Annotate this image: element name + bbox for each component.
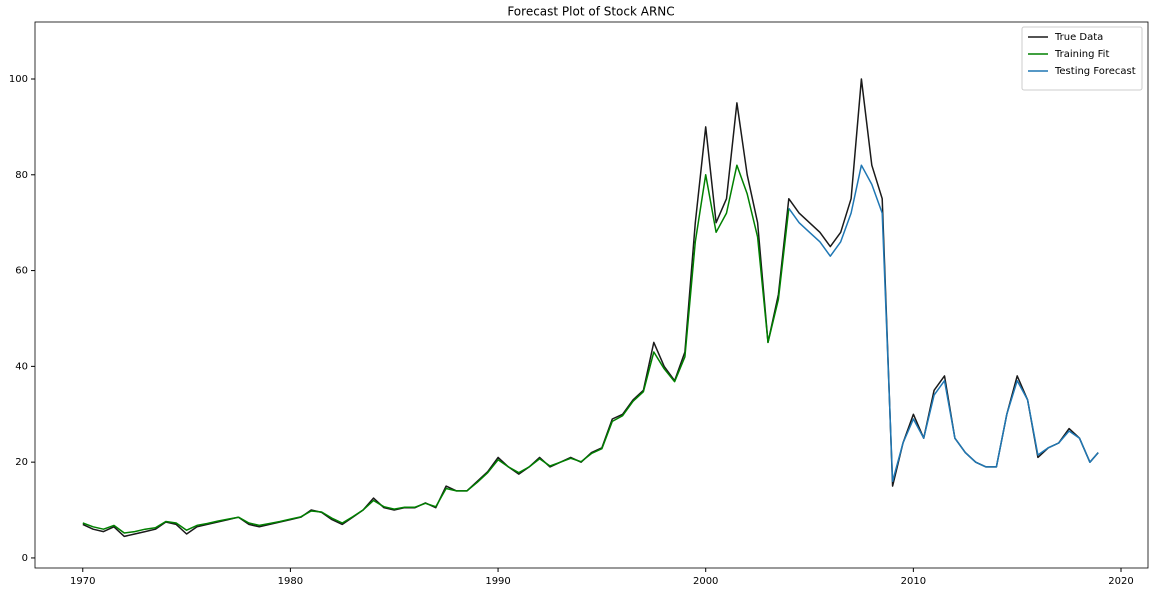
y-tick-label: 60	[15, 266, 28, 277]
y-tick-label: 100	[9, 74, 28, 85]
y-tick-label: 20	[15, 457, 28, 468]
x-tick-label: 1970	[70, 576, 95, 587]
chart-title: Forecast Plot of Stock ARNC	[507, 5, 674, 19]
x-tick-label: 1990	[485, 576, 510, 587]
legend-label: Training Fit	[1054, 49, 1109, 60]
x-tick-label: 2020	[1108, 576, 1133, 587]
y-tick-label: 80	[15, 170, 28, 181]
x-tick-label: 2000	[693, 576, 718, 587]
legend-label: True Data	[1054, 32, 1103, 43]
x-tick-label: 1980	[278, 576, 303, 587]
y-tick-label: 0	[22, 553, 28, 564]
series-line	[82, 78, 1099, 538]
y-tick-label: 40	[15, 361, 28, 372]
legend-box	[1021, 26, 1143, 91]
plot-area	[34, 21, 1149, 569]
series-line	[788, 164, 1099, 483]
legend-label: Testing Forecast	[1054, 66, 1136, 77]
x-tick-label: 2010	[901, 576, 926, 587]
series-line	[82, 164, 790, 534]
